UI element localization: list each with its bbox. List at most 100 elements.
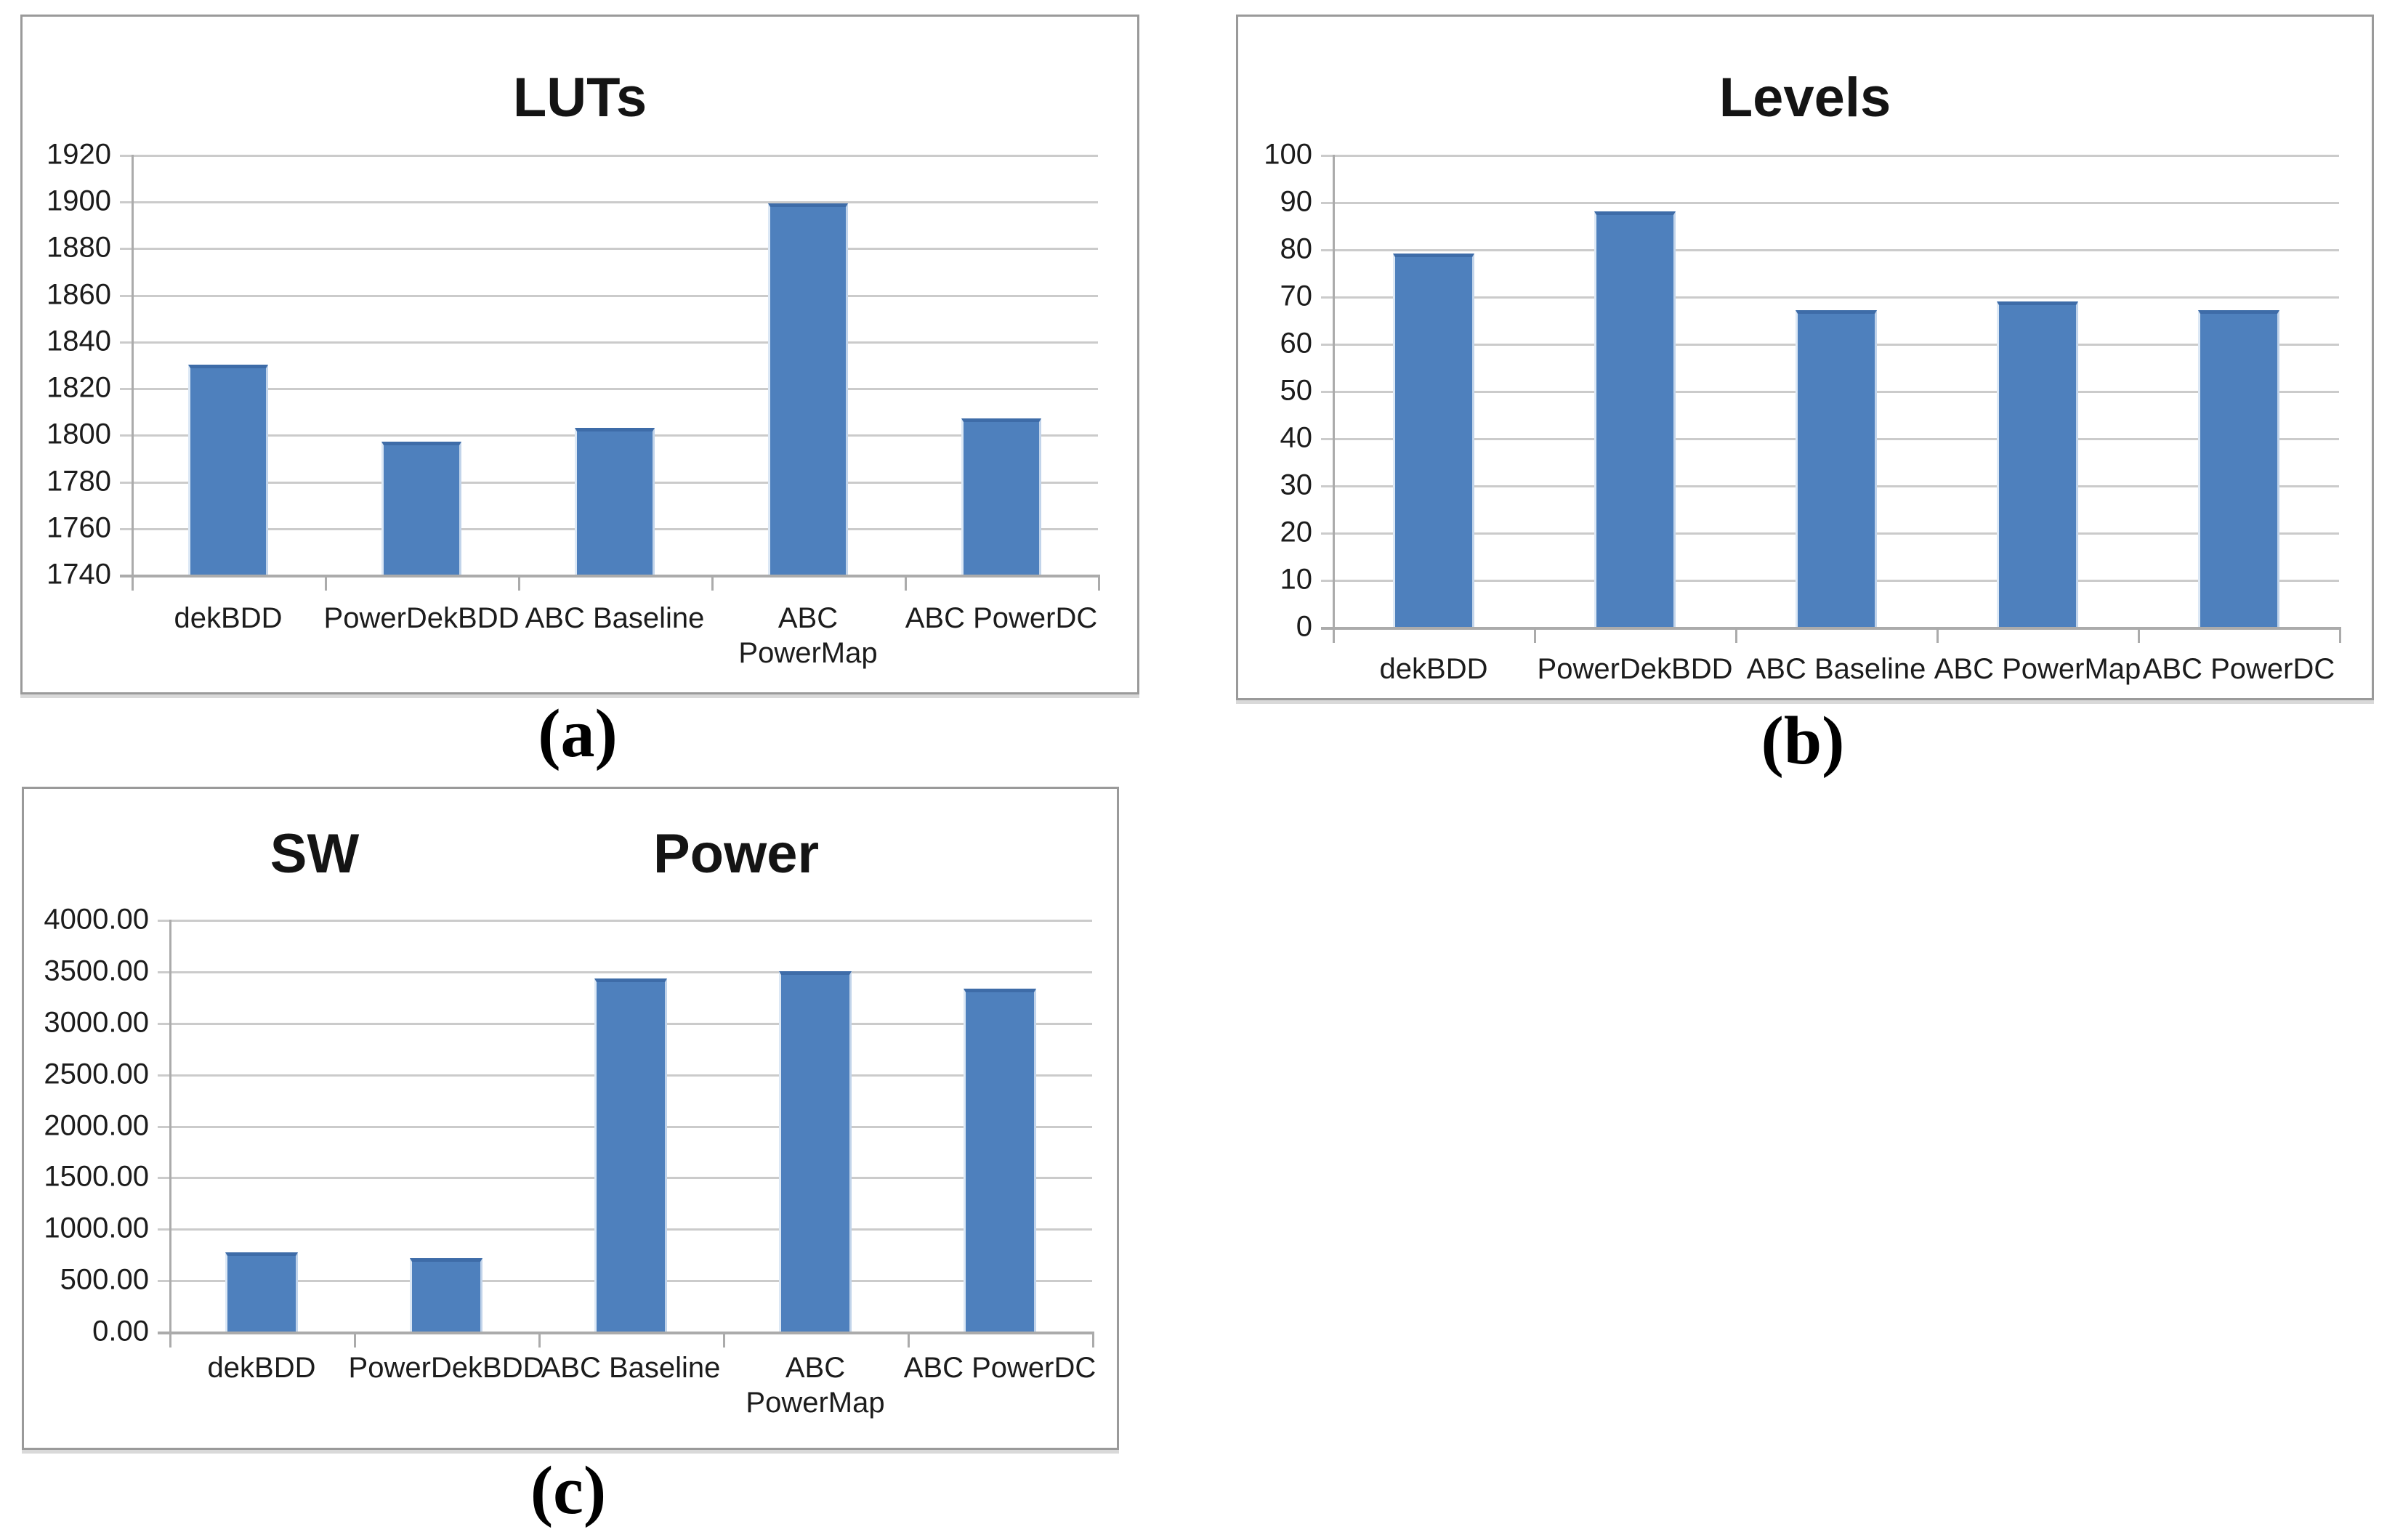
x-axis-tick-mark: [908, 1332, 910, 1348]
chart-title-sw-power: SW Power: [24, 822, 1117, 895]
y-axis-tick-label: 1780: [47, 465, 111, 498]
chart-panel-luts: LUTs 1920 1900 1880 1860 1840 1820 1800 1780 176…: [20, 15, 1139, 694]
gridline: [158, 920, 1092, 922]
y-axis-tick-label: 70: [1280, 280, 1313, 312]
x-axis-tick-mark: [2138, 627, 2140, 643]
bar-powerdekbdd: [381, 442, 461, 575]
x-axis-category-label: ABC PowerDC: [2143, 652, 2335, 686]
bar-abc-powerdc: [961, 418, 1041, 575]
y-axis-tick-label: 1820: [47, 371, 111, 404]
gridline: [158, 971, 1092, 973]
x-axis-category-label: ABC PowerMap: [1934, 652, 2141, 686]
x-axis-tick-mark: [711, 575, 714, 591]
x-axis-label-line: ABC PowerDC: [905, 602, 1098, 634]
chart-title-luts: LUTs: [512, 67, 647, 129]
y-axis-tick-label: 20: [1280, 516, 1313, 548]
y-axis-tick-label: 100: [1264, 138, 1312, 171]
x-axis-tick-mark: [518, 575, 520, 591]
x-axis-tick-mark: [1936, 627, 1939, 643]
y-axis-line: [1333, 155, 1335, 627]
x-axis-tick-mark: [1092, 1332, 1094, 1348]
x-axis-line: [120, 575, 1098, 578]
bar-abc-baseline: [594, 978, 667, 1332]
x-axis-tick-mark: [132, 575, 134, 591]
gridline: [1321, 249, 2339, 251]
bar-abc-baseline: [1796, 310, 1877, 627]
x-axis-label-line: ABC PowerDC: [2142, 653, 2335, 685]
x-axis-label-line: PowerDekBDD: [1537, 653, 1733, 685]
y-axis-tick-label: 30: [1280, 469, 1313, 501]
x-axis-tick-mark: [905, 575, 907, 591]
figure-caption-c: (c): [530, 1453, 607, 1528]
bar-dekbdd: [225, 1252, 298, 1332]
x-axis-category-label: ABC PowerDC: [905, 601, 1098, 636]
chart-panel-levels: Levels 100 90 80 70 60 50 40 30 20 10 0 dekBDD Power…: [1236, 15, 2374, 700]
bar-abc-powerdc: [2198, 310, 2279, 627]
x-axis-label-line: ABC PowerMap: [1934, 653, 2141, 685]
y-axis-tick-label: 4000.00: [44, 903, 149, 936]
x-axis-label-line: PowerDekBDD: [323, 602, 520, 634]
gridline: [1321, 296, 2339, 299]
x-axis-tick-mark: [1735, 627, 1737, 643]
figure-caption-a: (a): [538, 696, 618, 771]
bar-dekbdd: [188, 365, 268, 575]
bar-powerdekbdd: [1594, 211, 1676, 627]
y-axis-tick-label: 1000.00: [44, 1212, 149, 1244]
x-axis-category-label: PowerDekBDD: [324, 601, 520, 636]
x-axis-category-label: ABC Baseline: [525, 601, 705, 636]
gridline: [120, 155, 1098, 157]
bar-dekbdd: [1393, 254, 1474, 627]
y-axis-tick-label: 90: [1280, 185, 1313, 218]
x-axis-label-line: dekBDD: [207, 1352, 316, 1384]
x-axis-category-label: dekBDD: [174, 601, 283, 636]
y-axis-tick-label: 80: [1280, 232, 1313, 265]
y-axis-tick-label: 1860: [47, 278, 111, 311]
gridline: [120, 201, 1098, 203]
chart-panel-sw-power: SW Power 4000.00 3500.00 3000.00 2500.00 200…: [22, 787, 1119, 1450]
y-axis-tick-label: 1760: [47, 511, 111, 544]
y-axis-tick-label: 3000.00: [44, 1006, 149, 1039]
x-axis-tick-mark: [169, 1332, 171, 1348]
y-axis-tick-label: 1880: [47, 231, 111, 264]
y-axis-tick-label: 1500.00: [44, 1160, 149, 1193]
x-axis-category-label: PowerDekBDD: [1538, 652, 1733, 686]
gridline: [120, 295, 1098, 297]
x-axis-category-label: PowerDekBDD: [349, 1350, 544, 1385]
x-axis-tick-mark: [354, 1332, 356, 1348]
y-axis-line: [132, 155, 134, 575]
gridline: [1321, 202, 2339, 204]
x-axis-label-line: PowerMap: [738, 637, 878, 669]
y-axis-tick-label: 3500.00: [44, 955, 149, 987]
x-axis-label-line: PowerDekBDD: [348, 1352, 544, 1384]
y-axis-tick-label: 50: [1280, 374, 1313, 407]
x-axis-label-line: ABC Baseline: [541, 1352, 721, 1384]
y-axis-tick-label: 1840: [47, 325, 111, 357]
x-axis-tick-mark: [1333, 627, 1335, 643]
x-axis-label-line: ABC Baseline: [1746, 653, 1926, 685]
x-axis-label-line: ABC: [778, 602, 839, 634]
y-axis-tick-label: 1740: [47, 558, 111, 591]
y-axis-tick-label: 2000.00: [44, 1109, 149, 1142]
y-axis-tick-label: 10: [1280, 563, 1313, 596]
chart-title-levels: Levels: [1718, 67, 1891, 129]
x-axis-line: [158, 1332, 1092, 1334]
y-axis-tick-label: 1800: [47, 418, 111, 450]
x-axis-tick-mark: [325, 575, 327, 591]
x-axis-category-label: ABC PowerMap: [746, 1350, 884, 1420]
bar-abc-powerdc: [964, 989, 1036, 1332]
y-axis-tick-label: 1900: [47, 185, 111, 217]
x-axis-label-line: ABC Baseline: [525, 602, 705, 634]
y-axis-tick-label: 2500.00: [44, 1058, 149, 1090]
bar-abc-powermap: [768, 203, 848, 575]
chart-title-power: Power: [653, 823, 820, 885]
gridline: [1321, 155, 2339, 157]
bar-abc-powermap: [779, 971, 852, 1332]
bar-powerdekbdd: [410, 1258, 482, 1332]
x-axis-label-line: PowerMap: [746, 1387, 885, 1419]
x-axis-tick-mark: [1534, 627, 1536, 643]
gridline: [120, 248, 1098, 250]
x-axis-label-line: dekBDD: [1379, 653, 1488, 685]
x-axis-label-line: ABC: [785, 1352, 846, 1384]
y-axis-tick-label: 500.00: [60, 1263, 149, 1296]
